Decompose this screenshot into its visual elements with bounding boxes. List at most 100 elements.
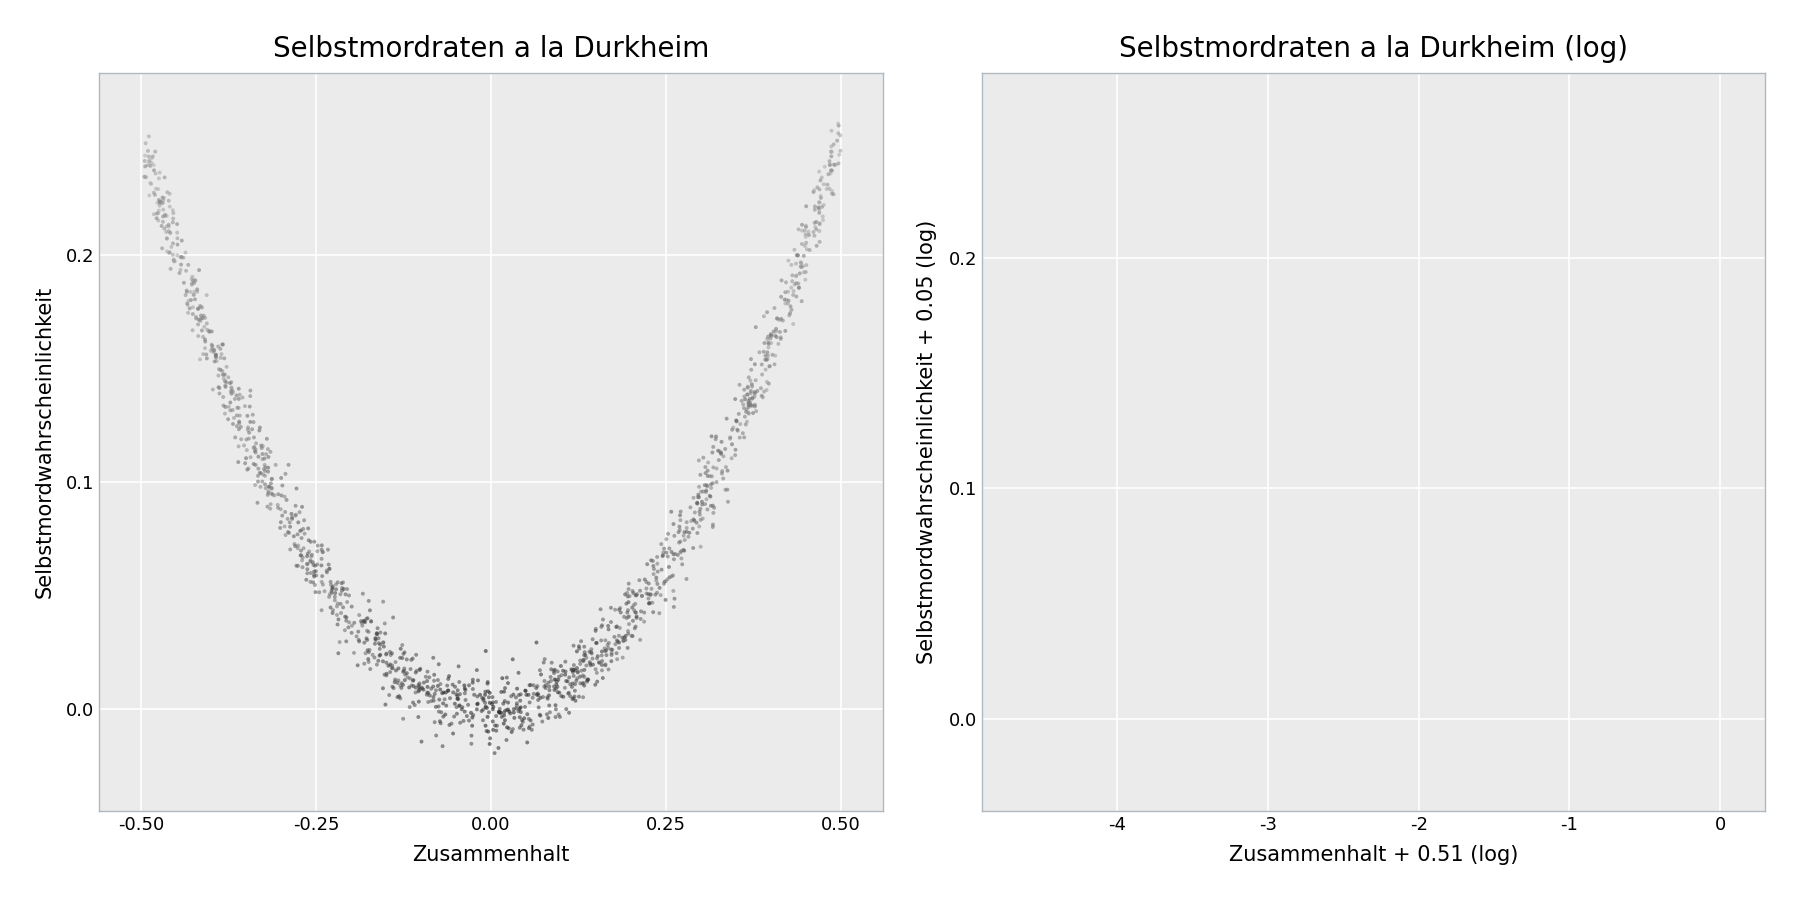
Point <box>733 402 761 417</box>
Point <box>634 587 662 601</box>
Point <box>405 678 434 692</box>
Point <box>293 562 322 576</box>
Point <box>556 662 585 677</box>
Point <box>396 700 425 715</box>
Point <box>200 343 229 357</box>
Point <box>781 276 810 291</box>
Point <box>826 128 855 142</box>
Point <box>180 274 209 288</box>
Point <box>380 675 409 689</box>
Point <box>734 397 763 411</box>
Point <box>713 482 742 497</box>
Point <box>319 603 347 617</box>
Point <box>583 666 612 680</box>
Point <box>605 621 634 635</box>
Point <box>805 182 833 196</box>
Point <box>239 415 268 429</box>
Point <box>479 723 508 737</box>
Point <box>652 532 680 546</box>
Point <box>646 537 675 552</box>
Point <box>707 466 736 481</box>
Point <box>331 587 360 601</box>
Point <box>774 284 803 299</box>
Point <box>670 528 698 543</box>
Point <box>428 686 457 700</box>
Point <box>353 611 382 625</box>
Point <box>702 475 731 490</box>
Point <box>137 156 166 170</box>
Point <box>790 273 819 287</box>
Point <box>225 414 254 428</box>
Point <box>524 693 553 707</box>
Point <box>419 668 448 682</box>
Point <box>358 648 387 662</box>
Point <box>583 649 612 663</box>
Point <box>621 605 650 619</box>
Point <box>445 698 473 713</box>
Point <box>517 714 545 728</box>
Point <box>349 614 378 628</box>
Point <box>193 288 221 302</box>
Point <box>227 432 256 446</box>
Point <box>130 169 158 184</box>
Point <box>652 545 680 560</box>
Point <box>157 239 185 254</box>
Point <box>571 670 599 684</box>
Point <box>594 635 623 650</box>
Point <box>493 696 522 710</box>
Point <box>205 342 234 356</box>
Point <box>639 562 668 576</box>
Point <box>423 679 452 693</box>
Point <box>635 597 664 611</box>
Point <box>385 679 414 693</box>
Point <box>657 505 686 519</box>
Point <box>598 646 626 661</box>
Point <box>497 724 526 739</box>
Point <box>403 710 432 724</box>
Point <box>383 662 412 676</box>
Point <box>308 603 337 617</box>
Point <box>643 550 671 564</box>
Point <box>698 518 727 532</box>
Point <box>475 705 504 719</box>
Point <box>155 218 184 232</box>
Point <box>481 718 509 733</box>
Point <box>608 651 637 665</box>
Point <box>499 722 527 736</box>
Point <box>756 336 785 350</box>
Point <box>781 269 810 284</box>
Point <box>373 646 401 661</box>
Point <box>266 471 295 485</box>
Point <box>740 357 769 372</box>
Point <box>328 583 356 598</box>
Point <box>288 554 317 568</box>
Point <box>693 455 722 470</box>
Point <box>817 163 846 177</box>
Point <box>475 737 504 751</box>
Point <box>135 158 164 173</box>
Point <box>639 554 668 568</box>
Point <box>569 653 598 668</box>
Point <box>140 144 169 158</box>
Point <box>585 655 614 670</box>
Point <box>432 685 461 699</box>
Point <box>666 504 695 518</box>
Point <box>241 478 270 492</box>
Point <box>234 426 263 440</box>
Point <box>736 386 765 400</box>
Point <box>565 639 594 653</box>
Point <box>799 184 828 199</box>
Point <box>257 481 286 495</box>
Point <box>711 460 740 474</box>
Point <box>707 435 736 449</box>
Point <box>614 603 643 617</box>
Point <box>560 683 589 698</box>
Point <box>536 670 565 684</box>
Point <box>295 554 324 568</box>
Point <box>578 632 607 646</box>
Point <box>441 680 470 694</box>
Point <box>506 694 535 708</box>
Point <box>684 480 713 494</box>
Point <box>346 634 374 649</box>
Point <box>286 523 315 537</box>
